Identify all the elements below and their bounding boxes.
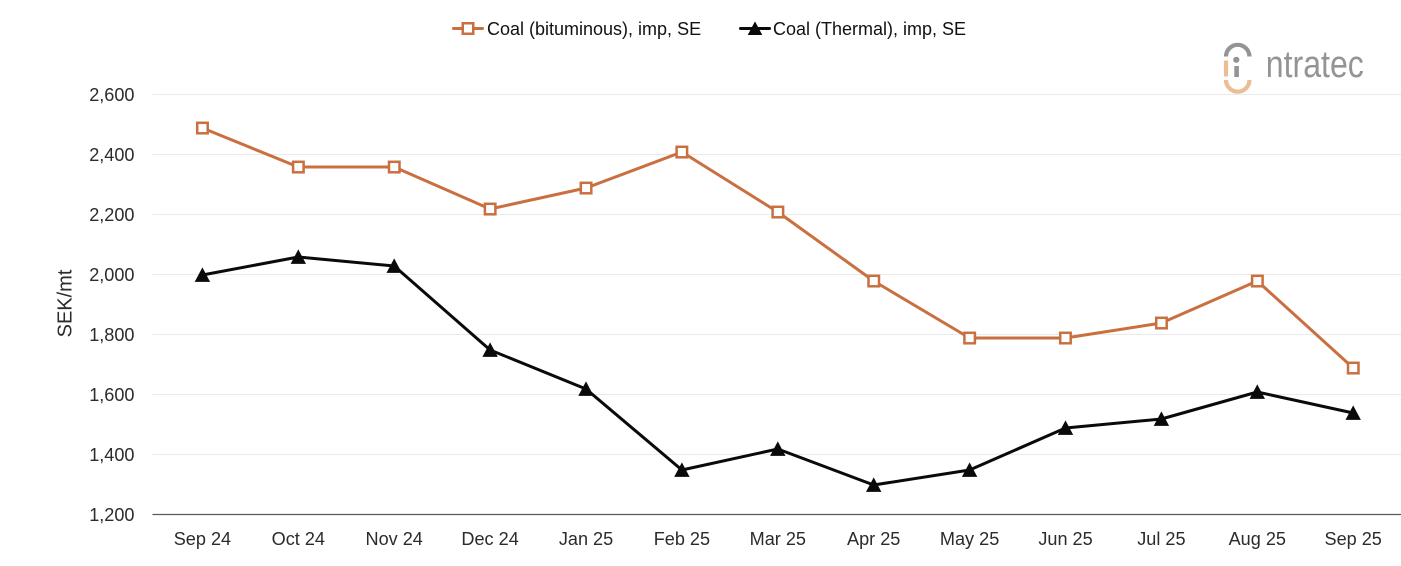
svg-text:2,600: 2,600 [89, 85, 134, 105]
svg-text:Oct 24: Oct 24 [272, 529, 325, 549]
svg-text:Nov 24: Nov 24 [366, 529, 423, 549]
svg-text:2,000: 2,000 [89, 265, 134, 285]
svg-text:Dec 24: Dec 24 [461, 529, 518, 549]
svg-text:Sep 24: Sep 24 [174, 529, 231, 549]
svg-text:Mar 25: Mar 25 [750, 529, 806, 549]
svg-text:2,400: 2,400 [89, 145, 134, 165]
svg-text:Jul 25: Jul 25 [1137, 529, 1185, 549]
svg-text:Coal (Thermal), imp, SE: Coal (Thermal), imp, SE [773, 19, 966, 39]
svg-text:Jan 25: Jan 25 [559, 529, 613, 549]
svg-text:1,600: 1,600 [89, 385, 134, 405]
svg-text:Jun 25: Jun 25 [1038, 529, 1092, 549]
svg-text:Aug 25: Aug 25 [1229, 529, 1286, 549]
svg-text:2,200: 2,200 [89, 205, 134, 225]
svg-text:Coal (bituminous), imp, SE: Coal (bituminous), imp, SE [487, 19, 701, 39]
svg-text:1,400: 1,400 [89, 445, 134, 465]
svg-text:May 25: May 25 [940, 529, 999, 549]
svg-text:ntratec: ntratec [1266, 44, 1364, 86]
svg-text:Feb 25: Feb 25 [654, 529, 710, 549]
svg-text:Apr 25: Apr 25 [847, 529, 900, 549]
svg-text:SEK/mt: SEK/mt [55, 269, 77, 337]
svg-text:1,200: 1,200 [89, 505, 134, 525]
svg-text:1,800: 1,800 [89, 325, 134, 345]
svg-text:Sep 25: Sep 25 [1325, 529, 1382, 549]
